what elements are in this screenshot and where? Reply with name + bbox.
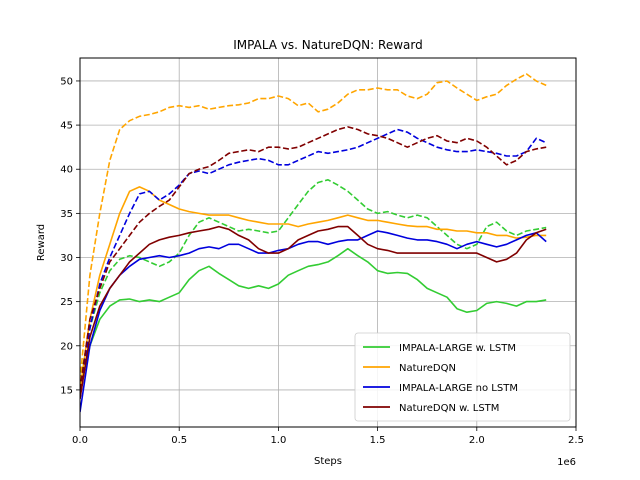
series-line xyxy=(80,247,547,391)
plot-frame xyxy=(79,57,577,428)
x-axis-label: Steps xyxy=(314,456,342,467)
series-line xyxy=(80,230,547,413)
x-axis-offset-text: 1e6 xyxy=(557,457,576,468)
y-ticks: 15 20 25 30 35 40 45 50 xyxy=(60,76,80,396)
chart-title: IMPALA vs. NatureDQN: Reward xyxy=(233,38,422,52)
y-tick-label: 15 xyxy=(60,385,73,396)
x-tick-label: 2.5 xyxy=(568,435,584,446)
legend-label: IMPALA-LARGE no LSTM xyxy=(399,383,518,394)
y-tick-label: 45 xyxy=(60,121,73,132)
legend-label: IMPALA-LARGE w. LSTM xyxy=(399,343,516,354)
y-tick-label: 30 xyxy=(60,253,73,264)
y-axis-label: Reward xyxy=(36,224,47,261)
series-line xyxy=(80,225,547,399)
x-tick-label: 2.0 xyxy=(469,435,485,446)
y-tick-label: 20 xyxy=(60,341,73,352)
legend-label: NatureDQN xyxy=(399,363,456,374)
series-line xyxy=(80,126,547,391)
x-ticks: 0.0 0.5 1.0 1.5 2.0 2.5 xyxy=(72,427,584,446)
series-line xyxy=(80,179,547,382)
legend-box xyxy=(354,332,571,422)
x-tick-label: 0.0 xyxy=(72,435,88,446)
legend: IMPALA-LARGE w. LSTM NatureDQN IMPALA-LARG… xyxy=(354,332,571,422)
y-tick-label: 35 xyxy=(60,209,73,220)
y-tick-label: 50 xyxy=(60,76,73,87)
x-tick-label: 1.5 xyxy=(370,435,386,446)
series-line xyxy=(80,128,547,399)
series-line xyxy=(80,73,547,382)
x-tick-label: 0.5 xyxy=(171,435,187,446)
y-tick-label: 40 xyxy=(60,165,73,176)
x-tick-label: 1.0 xyxy=(270,435,286,446)
y-tick-label: 25 xyxy=(60,297,73,308)
legend-label: NatureDQN w. LSTM xyxy=(399,403,499,414)
series-lines xyxy=(80,73,547,413)
